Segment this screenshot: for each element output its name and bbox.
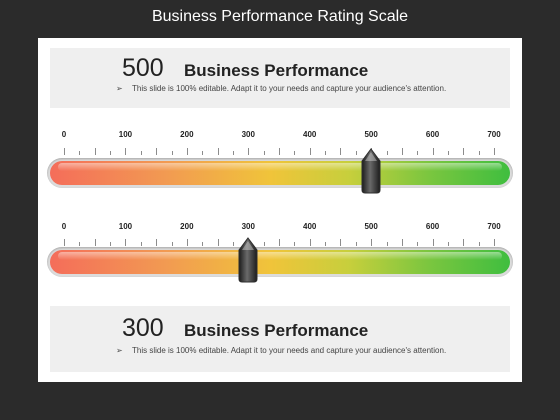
scale-tick-mark [294,242,296,246]
scale-tick-mark [401,148,403,155]
scale-tick-mark [309,148,311,155]
scale-tick-mark [156,148,158,155]
rating-description: This slide is 100% editable. Adapt it to… [132,346,447,355]
scale-tick-label: 300 [241,130,255,139]
scale-tick-mark [186,148,188,155]
scale-tick-mark [463,239,465,246]
scale-tick-label: 0 [61,130,67,139]
bullet-arrow-icon: ➢ [116,84,123,93]
scale-tick-mark [494,239,495,246]
scale-tick-mark [202,242,204,246]
bottom-rating-card: 300 Business Performance ➢ This slide is… [50,306,510,372]
scale-tick-mark [263,151,265,155]
scale-tick-mark [355,151,357,155]
scale-tick-label: 200 [180,222,194,231]
gradient-track [47,247,513,277]
scale-tick-mark [417,151,419,155]
scale-tick-mark [171,151,173,155]
gradient-track [47,158,513,188]
content-panel: 500 Business Performance ➢ This slide is… [38,38,522,382]
scale-tick-mark [79,151,81,155]
scale-tick-mark [232,242,234,246]
gradient-bar [50,161,510,185]
scale-tick-mark [386,151,388,155]
scale-tick-mark [110,242,112,246]
scale-tick-mark [340,239,342,246]
scale-tick-mark [156,239,158,246]
scale-tick-mark [125,239,127,246]
rating-scale-1: 0 100 200 300 400 500 600 700 [38,126,522,206]
scale-tick-label: 100 [118,222,133,231]
scale-tick-mark [325,151,327,155]
scale-tick-mark [340,148,342,155]
scale-tick-mark [217,148,219,155]
scale-tick-label: 700 [487,222,501,231]
scale-tick-mark [248,148,250,155]
scale-tick-label: 600 [425,222,440,231]
scale-tick-mark [171,242,173,246]
rating-description: This slide is 100% editable. Adapt it to… [132,84,447,93]
scale-tick-mark [140,242,142,246]
scale-tick-label: 500 [364,222,378,231]
scale-tick-mark [217,239,219,246]
scale-tick-mark [447,242,449,246]
rating-pointer-icon [238,237,258,283]
scale-tick-mark [478,242,480,246]
scale-tick-label: 600 [425,130,440,139]
rating-value: 500 [122,54,164,82]
scale-tick-mark [186,239,188,246]
rating-value: 300 [122,314,164,342]
scale-tick-mark [279,148,280,155]
scale-tick-label: 500 [364,130,378,139]
scale-tick-mark [279,239,280,246]
rating-heading: Business Performance [184,321,369,340]
scale-tick-label: 0 [61,222,67,231]
scale-tick-mark [140,151,142,155]
rating-heading: Business Performance [184,61,369,80]
scale-tick-mark [202,151,204,155]
scale-tick-mark [263,242,265,246]
top-rating-card: 500 Business Performance ➢ This slide is… [50,48,510,108]
scale-tick-mark [79,242,81,246]
scale-tick-mark [294,151,296,155]
scale-tick-mark [494,148,495,155]
scale-tick-mark [463,148,465,155]
scale-tick-label: 700 [487,130,501,139]
scale-tick-label: 400 [303,130,317,139]
scale-tick-mark [432,239,434,246]
bullet-arrow-icon: ➢ [116,346,123,355]
scale-tick-mark [94,148,96,155]
scale-tick-mark [417,242,419,246]
scale-tick-mark [64,148,65,155]
scale-tick-mark [125,148,127,155]
scale-tick-label: 300 [241,222,255,231]
scale-tick-mark [309,239,311,246]
scale-tick-mark [386,242,388,246]
rating-pointer-icon [361,148,381,194]
gradient-bar [50,250,510,274]
scale-tick-mark [478,151,480,155]
scale-tick-mark [110,151,112,155]
scale-tick-mark [371,239,373,246]
scale-tick-mark [355,242,357,246]
scale-tick-mark [447,151,449,155]
scale-tick-mark [64,239,65,246]
scale-tick-label: 400 [303,222,317,231]
slide-title: Business Performance Rating Scale [151,8,409,25]
scale-tick-mark [325,242,327,246]
scale-tick-label: 100 [118,130,133,139]
scale-tick-mark [401,239,403,246]
scale-tick-mark [232,151,234,155]
scale-tick-label: 200 [180,130,194,139]
scale-tick-mark [432,148,434,155]
scale-tick-mark [94,239,96,246]
rating-scale-2: 0 100 200 300 400 500 600 700 [38,219,522,299]
